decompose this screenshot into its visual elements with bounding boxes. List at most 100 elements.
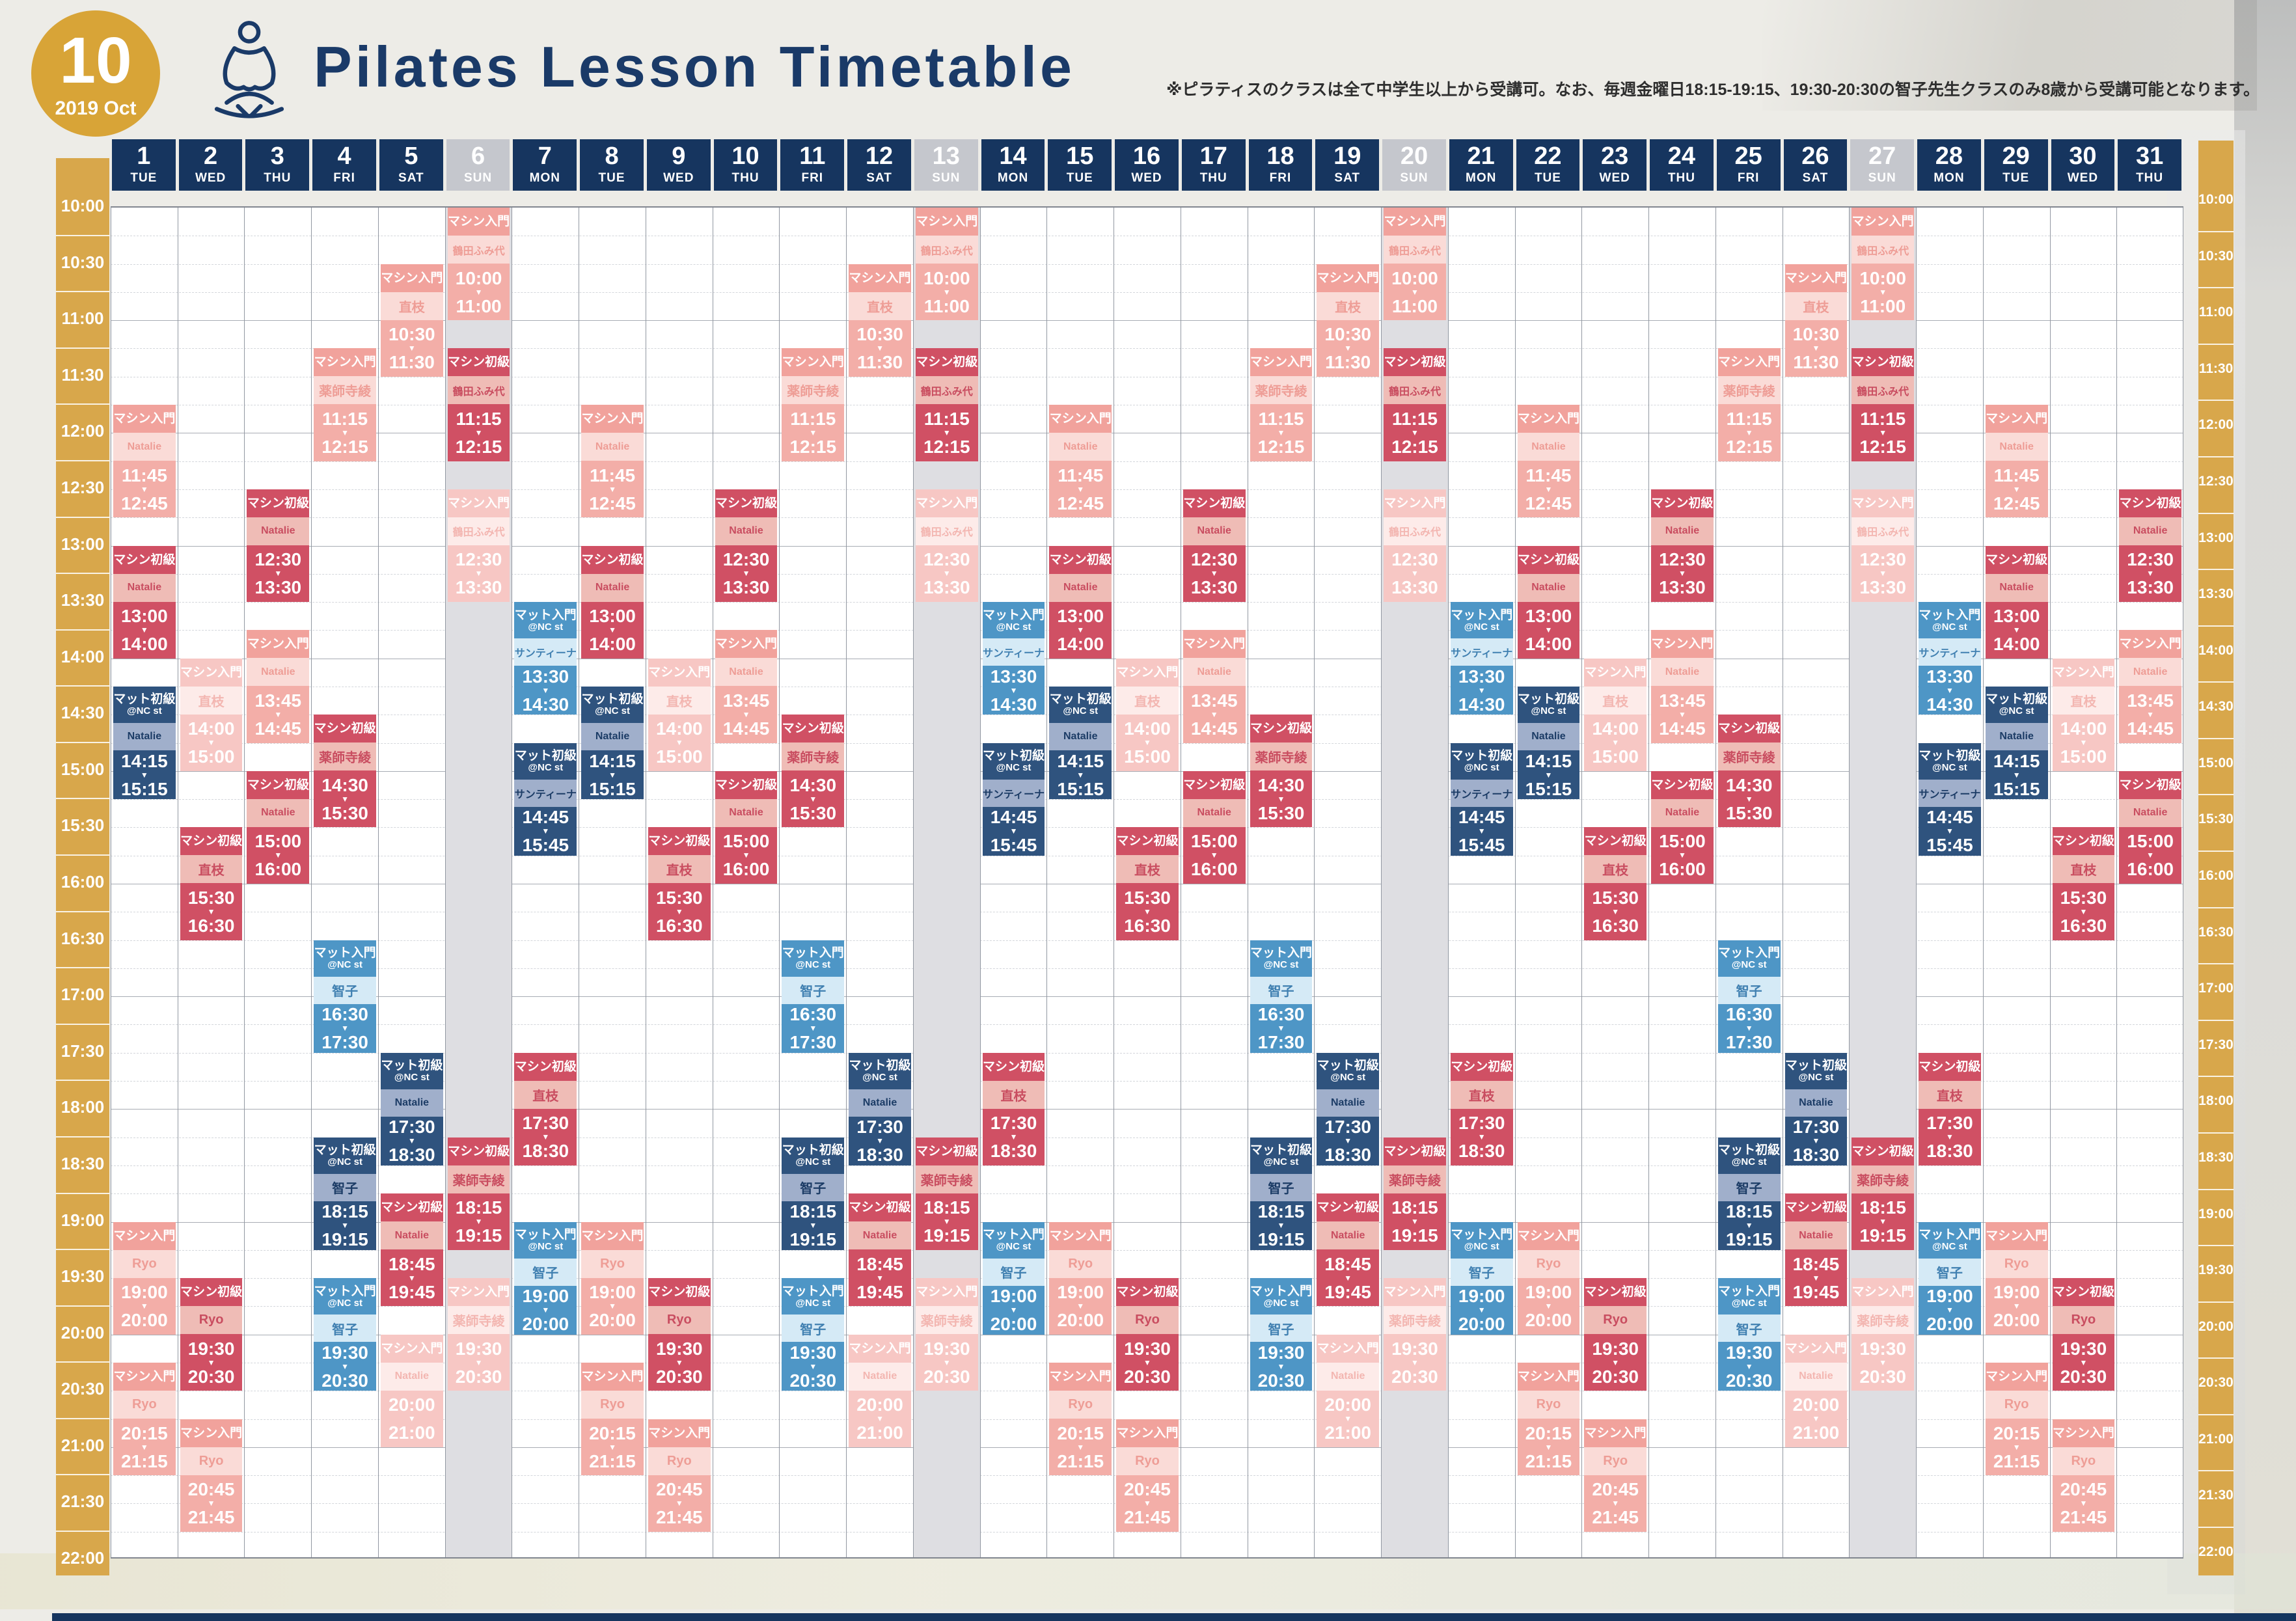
lesson-end-time: 12:15 <box>455 437 502 457</box>
lesson-time: 19:30 ▼ 20:30 <box>1584 1334 1647 1391</box>
time-tick <box>56 516 109 518</box>
lesson-block: マシン入門 鶴田ふみ代 10:00 ▼ 11:00 <box>447 208 510 321</box>
lesson-time: 13:45 ▼ 14:45 <box>247 686 310 743</box>
day-column-10: マシン初級 Natalie 12:30 ▼ 13:30 マシン入門 Natalie 13:45… <box>712 208 780 1557</box>
lesson-instructor: 智子 <box>782 1315 845 1342</box>
time-arrow-icon: ▼ <box>1678 851 1686 860</box>
lesson-location: @NC st <box>996 762 1032 774</box>
lesson-end-time: 15:00 <box>2060 746 2107 767</box>
day-column-8: マシン入門 Natalie 11:45 ▼ 12:45 マシン初級 Natalie 13:00… <box>579 208 646 1557</box>
lesson-end-time: 19:15 <box>1391 1225 1438 1246</box>
lesson-block: マシン初級 薬師寺綾 14:30 ▼ 15:30 <box>314 715 376 828</box>
time-arrow-icon: ▼ <box>2012 1442 2021 1452</box>
time-label: 16:00 <box>61 872 105 892</box>
lesson-block: マシン入門 鶴田ふみ代 10:00 ▼ 11:00 <box>915 208 978 321</box>
day-of-week: THU <box>264 171 292 185</box>
lesson-time: 12:30 ▼ 13:30 <box>1651 545 1714 603</box>
lesson-end-time: 19:45 <box>389 1281 435 1302</box>
time-arrow-icon: ▼ <box>876 1136 884 1146</box>
lesson-start-time: 11:15 <box>322 409 368 429</box>
lesson-block: マシン初級 薬師寺綾 14:30 ▼ 15:30 <box>1250 715 1313 828</box>
day-header-19: 19 SAT <box>1315 139 1380 191</box>
lesson-instructor: Natalie <box>715 658 778 687</box>
lesson-instructor: 薬師寺綾 <box>1852 1306 1915 1335</box>
time-arrow-icon: ▼ <box>1745 794 1753 804</box>
time-tick <box>2198 400 2234 402</box>
lesson-block: マット初級 @NC st 智子 18:15 ▼ 19:15 <box>1717 1137 1781 1250</box>
lesson-type: マット入門 @NC st <box>1717 1278 1781 1315</box>
lesson-instructor: 鶴田ふみ代 <box>915 517 978 545</box>
lesson-instructor: 直枝 <box>648 686 711 715</box>
day-number: 17 <box>1199 143 1227 170</box>
time-arrow-icon: ▼ <box>474 1217 483 1227</box>
lesson-start-time: 20:15 <box>1057 1423 1104 1443</box>
lesson-block: マット初級 @NC st 智子 18:15 ▼ 19:15 <box>782 1137 845 1250</box>
lesson-end-time: 12:15 <box>1859 437 1906 457</box>
lesson-start-time: 12:30 <box>722 549 770 570</box>
lesson-time: 11:15 ▼ 12:15 <box>782 404 845 461</box>
lesson-start-time: 15:00 <box>1190 831 1238 852</box>
lesson-start-time: 14:45 <box>522 807 569 828</box>
lesson-location: @NC st <box>1263 1297 1299 1309</box>
lesson-start-time: 11:15 <box>1391 409 1438 429</box>
time-arrow-icon: ▼ <box>1477 1305 1486 1315</box>
lesson-location: @NC st <box>795 1297 831 1309</box>
time-arrow-icon: ▼ <box>1277 1221 1285 1231</box>
lesson-time: 20:45 ▼ 21:45 <box>1584 1475 1647 1532</box>
lesson-type: マット入門 @NC st <box>982 1221 1045 1259</box>
lesson-start-time: 13:45 <box>722 690 770 711</box>
day-number: 20 <box>1400 143 1428 170</box>
lesson-instructor: Ryo <box>1049 1249 1112 1278</box>
lesson-block: マット入門 @NC st 智子 19:30 ▼ 20:30 <box>1250 1278 1313 1391</box>
time-tick <box>2198 1188 2234 1190</box>
lesson-type: マシン入門 <box>1717 348 1781 377</box>
time-label: 16:30 <box>2198 924 2234 940</box>
lesson-end-time: 17:30 <box>1257 1032 1305 1053</box>
day-of-week: SUN <box>1868 171 1896 185</box>
lesson-time: 12:30 ▼ 13:30 <box>915 545 978 603</box>
lesson-instructor: サンティーナ <box>982 779 1045 807</box>
time-label: 18:00 <box>61 1097 105 1117</box>
lesson-time: 19:00 ▼ 20:00 <box>1049 1277 1112 1335</box>
lesson-time: 13:45 ▼ 14:45 <box>1182 686 1246 743</box>
day-number: 1 <box>137 143 151 170</box>
lesson-time: 14:30 ▼ 15:30 <box>1250 770 1313 828</box>
lesson-time: 14:30 ▼ 15:30 <box>782 770 845 828</box>
time-arrow-icon: ▼ <box>1076 1301 1085 1311</box>
time-arrow-icon: ▼ <box>1277 794 1285 804</box>
lesson-start-time: 11:45 <box>1525 465 1572 485</box>
grid: マシン入門 Natalie 11:45 ▼ 12:45 マシン初級 Natalie 13:00… <box>111 206 2183 1559</box>
lesson-type: マシン入門 <box>1049 405 1112 433</box>
day-header-17: 17 THU <box>1181 139 1246 191</box>
lesson-type: マシン初級 <box>1852 1137 1915 1165</box>
time-tick <box>56 1249 109 1251</box>
time-arrow-icon: ▼ <box>1678 569 1686 579</box>
lesson-end-time: 14:30 <box>1458 694 1505 715</box>
lesson-instructor: Natalie <box>380 1221 443 1250</box>
time-arrow-icon: ▼ <box>876 344 884 353</box>
day-header-29: 29 TUE <box>1984 139 2048 191</box>
lesson-type: マシン初級 <box>648 827 711 856</box>
time-arrow-icon: ▼ <box>541 826 550 836</box>
time-arrow-icon: ▼ <box>1477 685 1486 695</box>
lesson-start-time: 11:15 <box>923 409 970 429</box>
time-arrow-icon: ▼ <box>1344 344 1352 353</box>
lesson-end-time: 14:45 <box>254 718 302 739</box>
lesson-location: @NC st <box>1731 959 1767 971</box>
lesson-type: マシン初級 <box>1250 715 1313 743</box>
lesson-end-time: 12:45 <box>121 493 168 513</box>
lesson-block: マシン初級 Natalie 12:30 ▼ 13:30 <box>1651 489 1714 603</box>
lesson-block: マシン入門 薬師寺綾 11:15 ▼ 12:15 <box>1250 348 1313 461</box>
lesson-start-time: 18:15 <box>455 1197 502 1218</box>
lesson-start-time: 20:00 <box>1324 1395 1372 1415</box>
lesson-time: 13:00 ▼ 14:00 <box>1517 601 1580 659</box>
lesson-block: マシン入門 薬師寺綾 19:30 ▼ 20:30 <box>447 1278 510 1391</box>
quarter-gridline <box>111 1249 2183 1251</box>
time-tick <box>56 910 109 912</box>
lesson-block: マット入門 @NC st 智子 16:30 ▼ 17:30 <box>314 940 376 1053</box>
lesson-end-time: 14:45 <box>1659 718 1706 739</box>
lesson-type: マシン初級 <box>1651 770 1714 799</box>
lesson-start-time: 13:45 <box>1659 690 1706 711</box>
lesson-end-time: 12:15 <box>1391 437 1438 457</box>
lesson-end-time: 20:00 <box>1926 1314 1973 1335</box>
